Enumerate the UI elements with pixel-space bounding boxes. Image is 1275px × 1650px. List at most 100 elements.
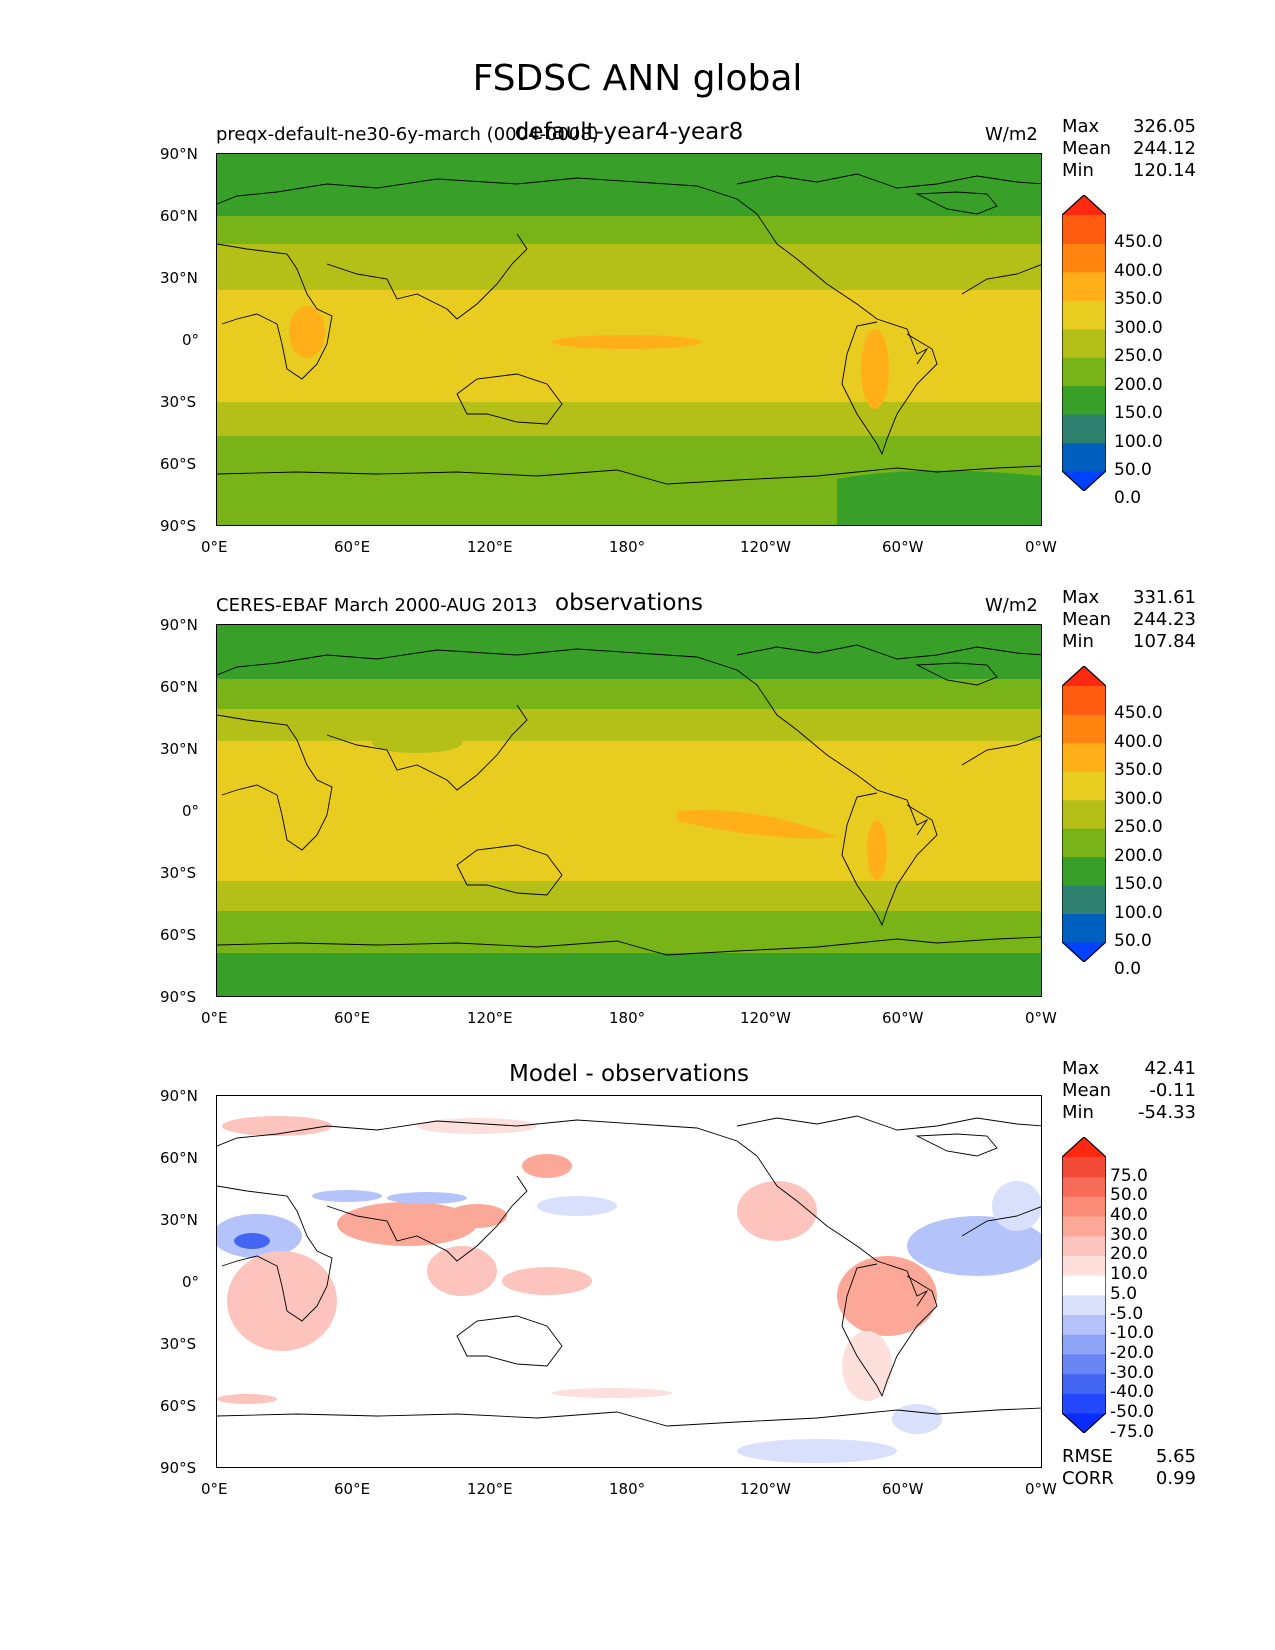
stat-label-mean: Mean [1062,138,1112,159]
colorbar-label: 50.0 [1114,460,1152,480]
colorbar-segment [1062,828,1106,858]
colorbar-label: -30.0 [1110,1362,1154,1383]
anomaly-pos [552,1388,672,1398]
stat-value-corr: 0.99 [1155,1468,1196,1489]
coastline-8 [736,644,1041,660]
coastline-3 [217,1185,333,1322]
panel3-stat-corr: CORR 0.99 [1062,1468,1196,1490]
colorbar-label: -5.0 [1110,1303,1144,1324]
andes-max-region [861,329,889,409]
colorbar-segment [1062,913,1106,943]
coastline-8 [736,173,1041,189]
anomaly-pos [222,1116,332,1136]
lat-tick: 30°S [160,864,197,882]
anomaly-neg [907,1216,1041,1276]
lat-tick: 60°S [160,455,197,473]
panel1-coastlines [217,173,1041,485]
band-arctic [217,154,1041,216]
lon-tick: 120°W [740,1009,791,1027]
panel1-stat-mean: Mean 244.12 [1062,138,1196,160]
colorbar-segment [1062,771,1106,801]
colorbar-segment [1062,357,1106,387]
panel2-left-text: CERES-EBAF March 2000-AUG 2013 [216,595,538,616]
coastline-5 [456,844,563,896]
colorbar-label: 40.0 [1110,1205,1148,1226]
lon-tick: 0°W [1025,1009,1057,1027]
stat-value-min: 107.84 [1133,631,1196,652]
panel2-units: W/m2 [985,595,1038,616]
lat-tick: 90°N [160,616,198,634]
panel2-stat-max: Max 331.61 [1062,587,1196,609]
colorbar-segment [1062,1235,1106,1256]
colorbar-svg [1062,1137,1106,1433]
coastline-4 [326,1175,528,1262]
colorbar-svg [1062,195,1106,491]
lat-tick: 30°N [160,1211,198,1229]
lon-tick: 180° [609,1009,646,1027]
coastline-6 [961,264,1041,295]
panel1-stat-max: Max 326.05 [1062,116,1196,138]
panel1-stat-min: Min 120.14 [1062,160,1196,182]
coastline-3 [217,243,333,380]
colorbar-label: 100.0 [1114,431,1163,452]
colorbar-segment [1062,385,1106,415]
panel3-error-stats: RMSE 5.65 CORR 0.99 [1062,1446,1196,1490]
colorbar-label: 100.0 [1114,902,1163,923]
lat-tick: 30°S [160,1335,197,1353]
colorbar-label: -10.0 [1110,1323,1154,1344]
lon-tick: 0°E [201,538,228,556]
colorbar-segment [1062,1314,1106,1335]
lon-tick: 120°W [740,538,791,556]
antarctic-green [837,470,1041,525]
lat-tick: 90°S [160,517,197,535]
lon-tick: 0°E [201,1009,228,1027]
coastline-1 [756,1155,929,1307]
colorbar-segment [1062,742,1106,772]
lat-tick: 60°N [160,678,198,696]
lon-tick: 60°E [334,538,371,556]
colorbar-label: 0.0 [1114,488,1142,509]
panel2-stat-mean: Mean 244.23 [1062,609,1196,631]
coastline-4 [326,704,528,791]
coastline-0 [217,648,758,686]
lon-tick: 120°W [740,1480,791,1498]
lat-tick: 0° [182,331,200,349]
band-midlat-south [217,402,1041,436]
panel1-title: default-year4-year8 [514,119,744,145]
colorbar-label: 400.0 [1114,260,1163,281]
colorbar-label: 300.0 [1114,788,1163,809]
colorbar-segment [1062,1216,1106,1237]
lat-tick: 60°N [160,1149,198,1167]
colorbar-label: 200.0 [1114,374,1163,395]
colorbar-label: 75.0 [1110,1165,1148,1186]
anomaly-pos [227,1251,337,1351]
figure-title: FSDSC ANN global [472,58,803,99]
stat-label-mean: Mean [1062,1080,1112,1101]
lat-tick: 60°S [160,1397,197,1415]
panel2-title: observations [554,590,704,616]
colorbar-label: 450.0 [1114,232,1163,253]
stat-label-max: Max [1062,1058,1100,1079]
panel3-stat-rmse: RMSE 5.65 [1062,1446,1196,1468]
lat-tick: 30°N [160,269,198,287]
colorbar-label: 250.0 [1114,817,1163,838]
lon-tick: 60°W [882,1480,924,1498]
colorbar-segment [1062,1294,1106,1316]
coastline-9 [915,191,998,215]
colorbar-label: 50.0 [1114,931,1152,951]
coastline-5 [456,373,563,425]
panel3-stat-min: Min -54.33 [1062,1102,1196,1124]
colorbar-segment [1062,1275,1106,1296]
anomaly-neg [992,1181,1041,1231]
colorbar-segment [1062,1196,1106,1217]
coastline-9 [915,1133,998,1157]
panel1-map-svg [217,154,1041,525]
lon-tick: 0°W [1025,1480,1057,1498]
stat-label-corr: CORR [1062,1468,1114,1489]
panel1-left-text: preqx-default-ne30-6y-march (0004-0008) [216,124,599,145]
lon-tick: 60°W [882,538,924,556]
colorbar-segment [1062,714,1106,744]
panel3-title: Model - observations [509,1061,749,1087]
colorbar-segment [1062,1176,1106,1197]
colorbar-extend-min [1062,1413,1106,1433]
